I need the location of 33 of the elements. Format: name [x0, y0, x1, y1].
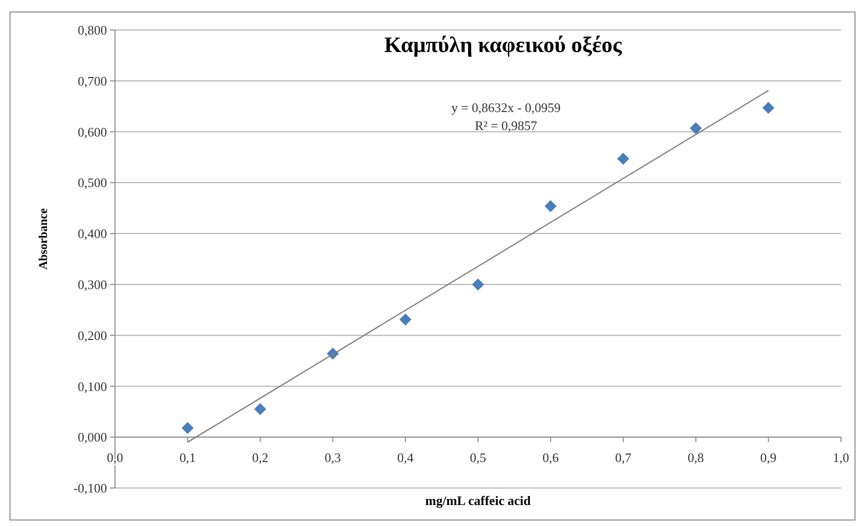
- x-axis-title: mg/mL caffeic acid: [425, 493, 532, 508]
- x-tick-label: 1,0: [832, 450, 850, 466]
- annotation: R² = 0,9857: [474, 118, 538, 133]
- y-tick-label: 0,500: [78, 175, 107, 190]
- point: [617, 152, 630, 165]
- y-tick-label: 0,400: [78, 226, 107, 242]
- y-tick-label: 0,600: [78, 124, 107, 140]
- y-tick-label: 0,800: [78, 22, 107, 38]
- x-tick-label: 0,2: [252, 450, 268, 466]
- x-tick-label: 0,7: [615, 450, 632, 466]
- x-tick-label: 0,4: [397, 450, 414, 466]
- point: [544, 200, 557, 212]
- x-tick-label: 0,9: [760, 450, 777, 466]
- point: [690, 122, 702, 134]
- y-tick-label: 0,200: [78, 328, 107, 343]
- x-tick-label: 0,3: [324, 450, 341, 466]
- x-tick-label: 0,8: [688, 450, 704, 466]
- chart-title: Καμπύλη καφεικού οξέος: [384, 32, 622, 57]
- y-tick-label: 0,700: [78, 73, 107, 88]
- y-axis-title: Absorbance: [36, 208, 50, 270]
- x-tick-label: 0,1: [179, 450, 196, 466]
- point: [254, 403, 266, 416]
- x-tick-label: 0,6: [542, 450, 560, 466]
- y-tick-label: 0,100: [78, 378, 107, 394]
- y-tick-label: -0,100: [73, 480, 107, 496]
- point: [472, 278, 484, 290]
- point: [399, 314, 412, 326]
- y-tick-label: 0,300: [78, 276, 107, 292]
- y-tick-label: 0,000: [78, 430, 107, 445]
- annotation: y = 0,8632x - 0,0959: [451, 100, 561, 115]
- x-tick-label: 0,5: [470, 450, 486, 466]
- point: [182, 422, 194, 434]
- point: [762, 102, 774, 114]
